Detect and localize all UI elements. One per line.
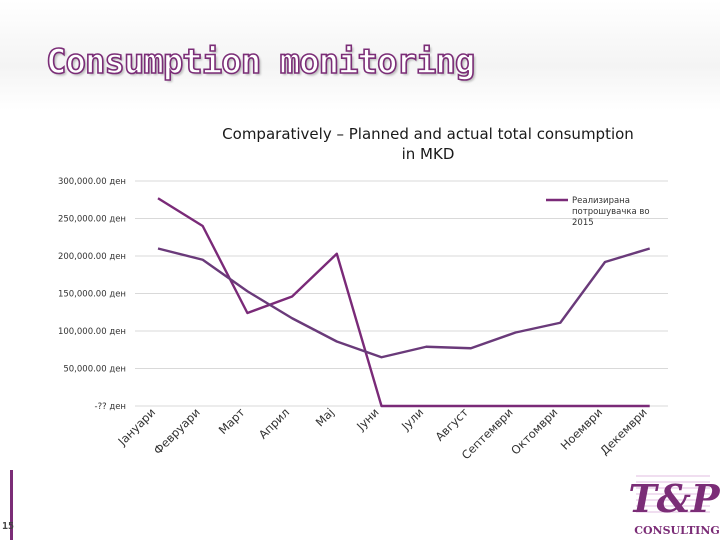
y-tick-label: 100,000.00 ден — [58, 327, 126, 337]
legend-label: потрошувачка во — [572, 207, 650, 217]
chart-title-line: Comparatively – Planned and actual total… — [222, 125, 634, 143]
y-tick-label: 150,000.00 ден — [58, 290, 126, 300]
y-tick-label: 250,000.00 ден — [58, 215, 126, 225]
y-tick-label: 200,000.00 ден — [58, 252, 126, 262]
legend-label: 2015 — [572, 218, 594, 228]
legend-label: Реализирана — [572, 196, 630, 206]
logo-subtitle: CONSULTING — [634, 524, 720, 537]
x-tick-label: Мај — [313, 405, 337, 429]
slide-accent-bar — [10, 470, 13, 540]
x-tick-label: Април — [256, 405, 292, 441]
series-line-0 — [157, 197, 650, 408]
x-tick-label: Август — [432, 405, 471, 444]
y-tick-label: 50,000.00 ден — [63, 365, 126, 375]
x-tick-label: Октомври — [508, 405, 560, 457]
y-tick-label: 300,000.00 ден — [58, 177, 126, 187]
logo-hatching — [636, 475, 710, 513]
y-tick-label: -?? ден — [95, 402, 126, 412]
slide-title: Consumption monitoring — [45, 41, 476, 83]
x-tick-label: Јули — [398, 405, 426, 433]
logo-mark: T&P — [628, 476, 720, 521]
title-band — [0, 0, 720, 110]
x-tick-label: Ноември — [558, 405, 605, 452]
x-tick-label: Декември — [597, 405, 650, 458]
series-line-1 — [157, 247, 651, 359]
tp-consulting-logo: T&P CONSULTING — [628, 466, 720, 537]
x-tick-label: Март — [216, 405, 248, 437]
x-tick-label: Јуни — [353, 405, 381, 433]
logo-background — [634, 466, 714, 518]
slide-number: 15 — [2, 521, 15, 532]
chart-title-line: in MKD — [402, 145, 455, 163]
x-tick-label: Февруари — [151, 405, 203, 457]
